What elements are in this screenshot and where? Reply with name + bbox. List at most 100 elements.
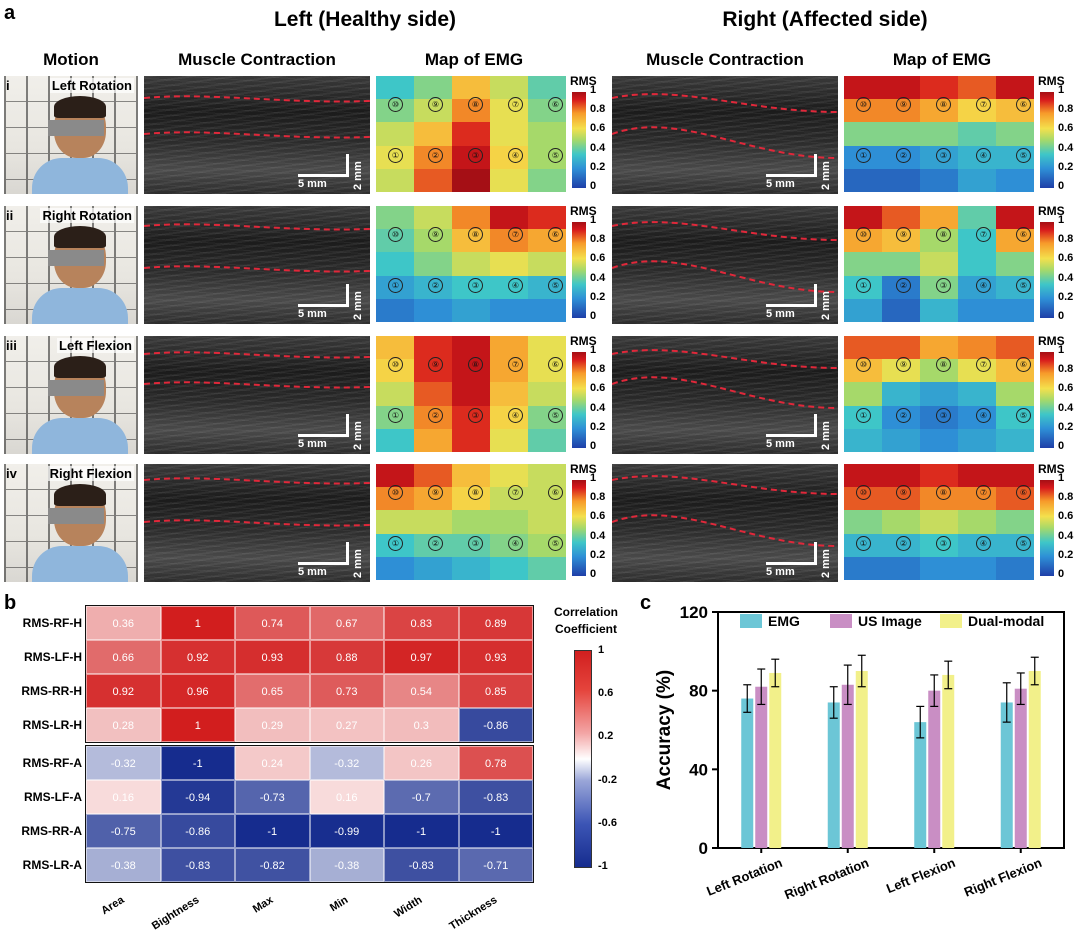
electrode-marker: ③ (936, 147, 951, 163)
electrode-marker: ⑦ (508, 484, 523, 500)
scale-bar-vertical-label: 2 mm (820, 161, 832, 190)
emg-cell (958, 298, 996, 322)
y-tick-label: 40 (689, 760, 708, 779)
electrode-marker: ④ (976, 147, 991, 163)
emg-cell (452, 382, 490, 406)
heatmap-cell: 0.16 (86, 780, 161, 814)
bar-emg (1000, 702, 1013, 848)
emg-cell (920, 122, 958, 146)
emg-cell (844, 206, 882, 230)
electrode-marker: ⑨ (428, 96, 443, 112)
child-hair (54, 356, 106, 378)
scale-bar-vertical (814, 284, 817, 307)
muscle-boundary-line (144, 477, 370, 485)
y-tick-label: 0 (699, 839, 708, 858)
emg-colorbar-tick: 0 (1058, 310, 1065, 322)
heatmap-cell: -0.86 (160, 814, 235, 848)
legend-swatch (740, 614, 762, 628)
muscle-boundary-lines (144, 95, 370, 139)
scale-bar-vertical-label: 2 mm (820, 549, 832, 578)
emg-cell (414, 168, 452, 192)
motion-photo: ii Right Rotation (4, 206, 138, 324)
heatmap-column-label: Bightness (149, 894, 201, 933)
muscle-boundary-line (612, 475, 838, 495)
child-hair (54, 226, 106, 248)
emg-cell (958, 336, 996, 360)
emg-colorbar-tick: 0.2 (590, 420, 606, 433)
emg-colorbar-tick: 0.4 (590, 401, 606, 414)
emg-cell (996, 428, 1034, 452)
emg-cell (490, 464, 528, 488)
electrode-marker: ⑧ (936, 356, 951, 372)
emg-cell (528, 122, 566, 146)
emg-colorbar-tick: 0.2 (590, 548, 606, 561)
scale-bar-horizontal (766, 434, 814, 437)
y-tick-label: 120 (680, 603, 708, 622)
electrode-marker: ⑨ (896, 226, 911, 242)
child-shirt (32, 546, 128, 582)
emg-cell (528, 556, 566, 580)
ultrasound-image-right: 5 mm 2 mm (612, 76, 838, 194)
bar-dual-modal (1028, 671, 1041, 848)
electrode-marker: ① (856, 277, 871, 293)
scale-bar-vertical-label: 2 mm (820, 291, 832, 320)
emg-cell (996, 510, 1034, 534)
emg-colorbar-tick: 0.6 (1058, 122, 1074, 135)
child-hair (54, 96, 106, 118)
electrode-marker: ⑨ (896, 96, 911, 112)
muscle-boundary-line (612, 93, 838, 113)
electrode-marker: ⑨ (428, 226, 443, 242)
emg-cell (414, 298, 452, 322)
electrode-marker: ④ (508, 277, 523, 293)
scale-bar-horizontal (298, 434, 346, 437)
electrode-marker: ⑤ (548, 277, 563, 293)
emg-colorbar-tick: 0.8 (1058, 491, 1074, 504)
scale-bar-horizontal-label: 5 mm (298, 566, 327, 578)
electrode-marker: ⑩ (856, 226, 871, 242)
emg-cell (882, 122, 920, 146)
emg-cell (882, 298, 920, 322)
emg-colorbar-tick: 1 (1058, 84, 1065, 96)
emg-cell (528, 336, 566, 360)
ultrasound-image-left: 5 mm 2 mm (144, 336, 370, 454)
bar-emg (827, 702, 840, 848)
heatmap-cell: 1 (160, 606, 235, 640)
electrode-marker: ② (428, 535, 443, 551)
emg-cell (882, 252, 920, 276)
emg-cell (958, 510, 996, 534)
heatmap-colorbar-tick: -0.6 (598, 816, 617, 829)
electrode-marker: ⑩ (856, 96, 871, 112)
emg-colorbar-title: RMS (1038, 462, 1065, 476)
emg-colorbar (572, 92, 586, 188)
heatmap-row-label: RMS-RR-A (21, 824, 82, 838)
emg-colorbar (1040, 352, 1054, 448)
scale-bar-horizontal (766, 174, 814, 177)
electrode-marker: ① (856, 147, 871, 163)
legend-label: Dual-modal (968, 613, 1044, 629)
emg-cell (958, 206, 996, 230)
emg-cell (844, 556, 882, 580)
legend-label: US Image (858, 613, 922, 629)
emg-cell (376, 382, 414, 406)
heatmap-cell: 0.73 (309, 674, 384, 708)
electrode-marker: ⑩ (388, 96, 403, 112)
emg-cell (528, 252, 566, 276)
electrode-marker: ⑧ (468, 356, 483, 372)
motion-label: Right Rotation (40, 208, 134, 223)
motion-photo: i Left Rotation (4, 76, 138, 194)
heatmap-cell: -0.75 (86, 814, 161, 848)
electrode-marker: ⑩ (388, 356, 403, 372)
emg-cell (920, 336, 958, 360)
emg-cell (958, 122, 996, 146)
scale-bar-horizontal-label: 5 mm (766, 178, 795, 190)
emg-cell (920, 428, 958, 452)
electrode-marker: ⑥ (548, 356, 563, 372)
emg-cell (452, 252, 490, 276)
emg-cell (528, 206, 566, 230)
emg-cell (376, 168, 414, 192)
emg-colorbar-tick: 0.2 (1058, 548, 1074, 561)
emg-cell (452, 336, 490, 360)
emg-colorbar-tick: 0.2 (1058, 160, 1074, 173)
emg-cell (452, 298, 490, 322)
scale-bar-horizontal (766, 562, 814, 565)
